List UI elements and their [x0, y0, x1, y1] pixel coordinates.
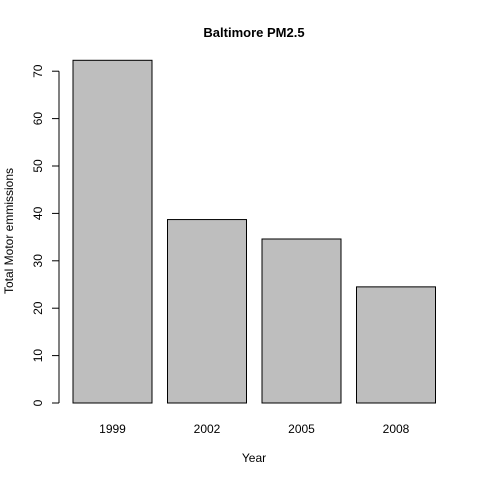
y-tick-label: 40 [31, 206, 45, 220]
bar-1999 [72, 59, 153, 404]
bar-2005 [261, 238, 342, 404]
y-tick-label: 0 [31, 399, 45, 406]
x-tick-label-2002: 2002 [194, 422, 221, 436]
y-axis-label: Total Motor emmissions [2, 168, 16, 294]
x-tick-label-1999: 1999 [99, 422, 126, 436]
x-tick-label-2005: 2005 [288, 422, 315, 436]
y-tick-label: 10 [31, 349, 45, 363]
x-axis-label: Year [242, 451, 266, 465]
bars [72, 59, 436, 404]
y-axis: 0 10 20 30 40 50 60 70 [31, 64, 60, 406]
bar-2008 [356, 286, 436, 404]
y-tick-label: 30 [31, 254, 45, 268]
y-tick-label: 50 [31, 159, 45, 173]
bar-2002 [167, 219, 247, 404]
y-tick-label: 60 [31, 112, 45, 126]
x-tick-label-2008: 2008 [383, 422, 410, 436]
x-tick-labels: 1999 2002 2005 2008 [99, 422, 410, 436]
chart-title: Baltimore PM2.5 [203, 25, 304, 40]
y-tick-label: 20 [31, 301, 45, 315]
y-tick-label: 70 [31, 64, 45, 78]
